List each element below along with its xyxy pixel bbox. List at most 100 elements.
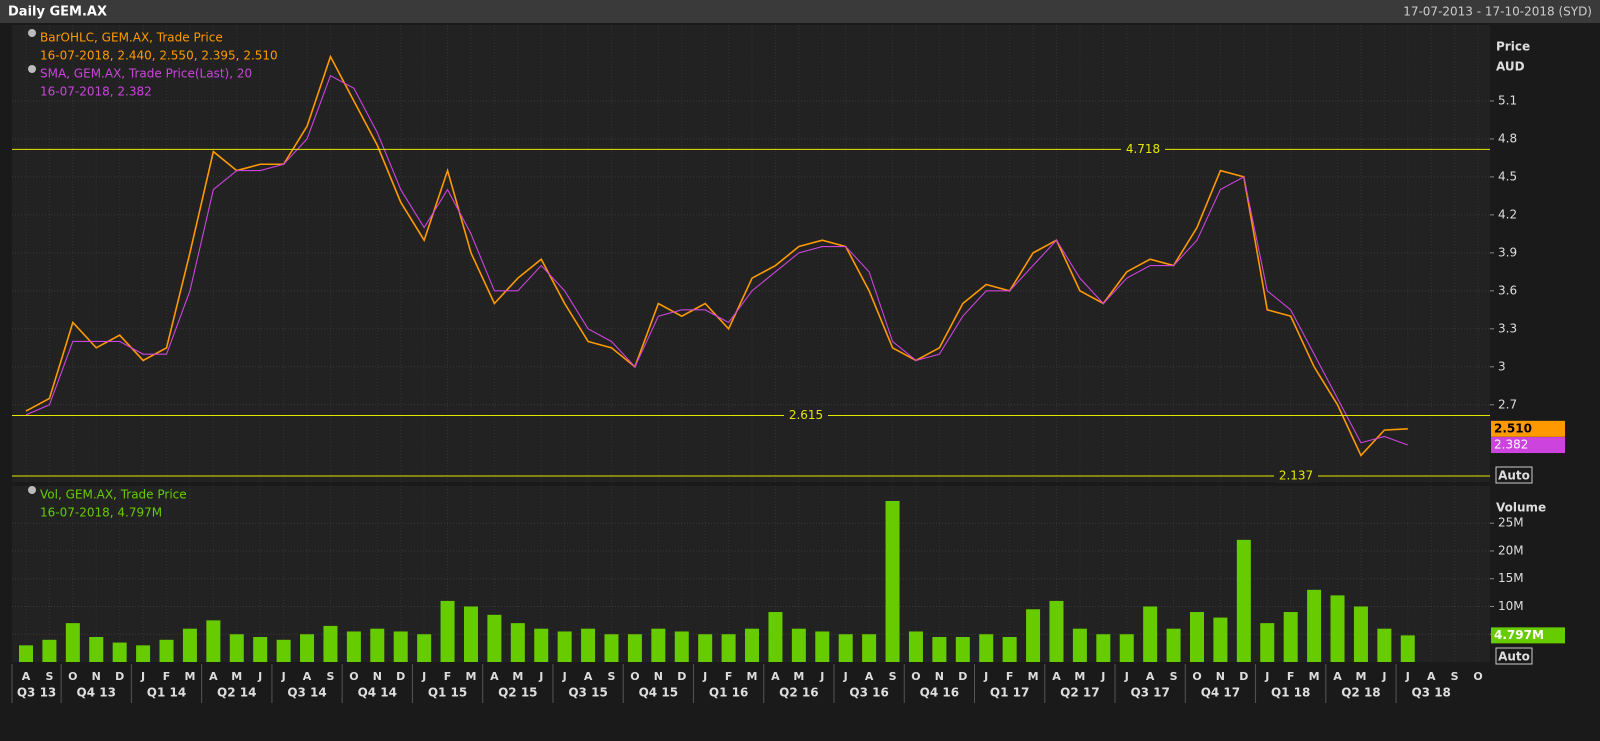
y-tick-label: 3.6 — [1498, 283, 1517, 297]
volume-bar — [955, 637, 970, 662]
y-tick-label: 4.8 — [1498, 131, 1517, 145]
x-tick-label: A — [1146, 670, 1155, 683]
volume-bar — [1026, 609, 1041, 662]
y-tick-label: 3.3 — [1498, 321, 1517, 335]
volume-bar — [182, 628, 197, 662]
quarter-label: Q3 13 — [17, 686, 56, 700]
auto-label[interactable]: Auto — [1498, 469, 1530, 483]
x-tick-label: J — [843, 670, 848, 683]
auto-label[interactable]: Auto — [1498, 650, 1530, 664]
x-tick-label: M — [1028, 670, 1039, 683]
x-tick-label: J — [983, 670, 988, 683]
y-tick-label: 4.5 — [1498, 169, 1517, 183]
level-label-bg — [784, 408, 828, 423]
level-label-bg — [1274, 469, 1318, 484]
legend-entry: BarOHLC, GEM.AX, Trade Price — [40, 31, 223, 45]
quarter-label: Q3 17 — [1130, 686, 1169, 700]
x-tick-label: M — [466, 670, 477, 683]
volume-bar — [674, 631, 689, 662]
x-tick-label: M — [747, 670, 758, 683]
volume-bar — [1049, 600, 1064, 662]
quarter-label: Q3 16 — [849, 686, 888, 700]
legend-value: 16-07-2018, 4.797M — [40, 506, 162, 520]
y-tick-label: 2.7 — [1498, 397, 1517, 411]
x-tick-label: D — [396, 670, 405, 683]
last-value-label: 2.510 — [1494, 421, 1532, 435]
x-tick-label: A — [1052, 670, 1061, 683]
x-tick-label: M — [512, 670, 523, 683]
x-tick-label: D — [1239, 670, 1248, 683]
x-tick-label: A — [865, 670, 874, 683]
volume-bar — [206, 620, 221, 662]
volume-bar — [1330, 595, 1345, 662]
last-value-label: 2.382 — [1494, 438, 1528, 452]
quarter-label: Q1 15 — [428, 686, 467, 700]
x-tick-label: A — [209, 670, 218, 683]
volume-bar — [1166, 628, 1181, 662]
legend-icon[interactable] — [28, 29, 36, 37]
volume-bar — [698, 634, 713, 662]
x-tick-label: F — [1287, 670, 1295, 683]
volume-bar — [979, 634, 994, 662]
quarter-label: Q3 18 — [1411, 686, 1450, 700]
level-label-bg — [1121, 142, 1165, 157]
volume-bar — [721, 634, 736, 662]
x-tick-label: J — [421, 670, 426, 683]
volume-bar — [19, 645, 33, 662]
volume-bar — [1096, 634, 1111, 662]
auto-button[interactable] — [1495, 466, 1533, 484]
x-tick-label: O — [349, 670, 358, 683]
y-tick-label: 20M — [1498, 543, 1524, 557]
x-tick-label: J — [1381, 670, 1386, 683]
x-tick-label: S — [608, 670, 616, 683]
quarter-label: Q2 18 — [1341, 686, 1380, 700]
volume-bar — [1400, 635, 1415, 662]
x-tick-label: O — [1473, 670, 1482, 683]
y-tick-label: 5.1 — [1498, 93, 1517, 107]
volume-bar — [323, 625, 338, 662]
price-line — [25, 74, 1408, 446]
volume-bar — [276, 639, 291, 662]
volume-bar — [510, 623, 525, 662]
volume-bar — [1213, 617, 1228, 662]
x-tick-label: O — [911, 670, 920, 683]
volume-bar — [1002, 637, 1017, 662]
quarter-label: Q2 17 — [1060, 686, 1099, 700]
last-value-tag — [1491, 627, 1565, 644]
x-tick-label: M — [1309, 670, 1320, 683]
y-tick-label: 4.2 — [1498, 207, 1517, 221]
volume-bar — [1236, 539, 1251, 662]
x-tick-label: M — [793, 670, 804, 683]
quarter-label: Q2 15 — [498, 686, 537, 700]
auto-button[interactable] — [1495, 647, 1533, 665]
level-label: 2.615 — [789, 408, 823, 422]
volume-bar — [1190, 612, 1204, 662]
volume-bar — [89, 637, 104, 662]
volume-bar — [534, 628, 549, 662]
x-tick-label: S — [889, 670, 897, 683]
quarter-label: Q2 16 — [779, 686, 818, 700]
legend-icon[interactable] — [28, 65, 36, 73]
x-tick-label: N — [935, 670, 944, 683]
last-value-tag — [1491, 437, 1565, 454]
quarter-label: Q4 14 — [358, 686, 397, 700]
x-tick-label: J — [1264, 670, 1269, 683]
volume-bar — [346, 631, 361, 662]
x-tick-label: N — [1216, 670, 1225, 683]
legend-icon[interactable] — [28, 486, 36, 494]
legend: BarOHLC, GEM.AX, Trade Price 16-07-2018,… — [28, 29, 278, 520]
x-tick-label: M — [1074, 670, 1085, 683]
volume-bar — [229, 634, 244, 662]
x-tick-label: J — [538, 670, 543, 683]
volume-bar — [300, 634, 315, 662]
x-tick-label: N — [92, 670, 101, 683]
volume-bar — [1283, 612, 1298, 662]
x-tick-label: N — [373, 670, 382, 683]
y-tick-label: 3.9 — [1498, 245, 1517, 259]
volume-bar — [557, 631, 572, 662]
volume-bar — [42, 639, 57, 662]
x-tick-label: A — [490, 670, 499, 683]
volume-bar — [65, 623, 80, 662]
volume-bar — [487, 614, 502, 662]
